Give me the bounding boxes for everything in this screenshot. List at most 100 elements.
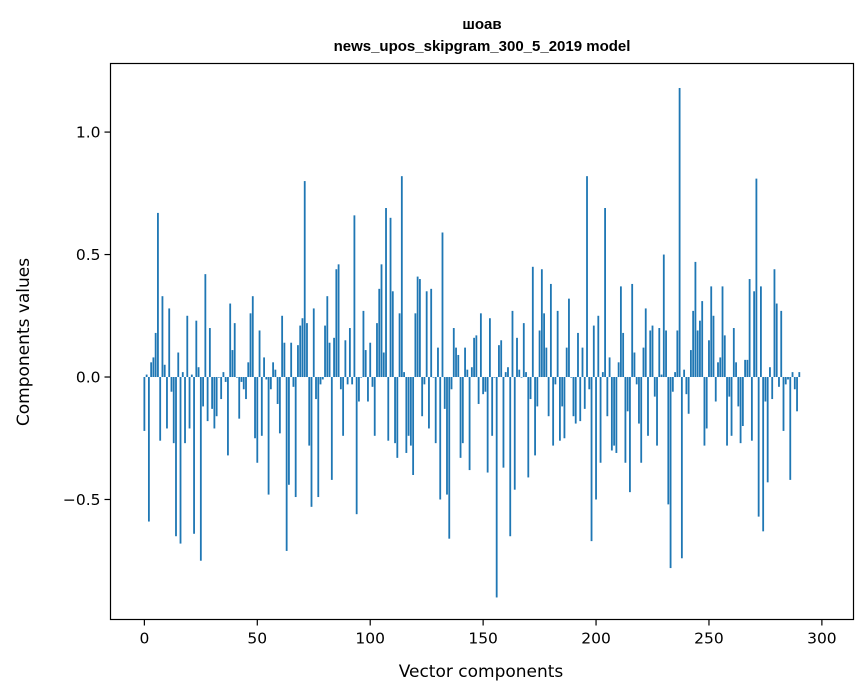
bar <box>606 377 609 417</box>
bar <box>527 377 530 478</box>
bar <box>782 377 785 431</box>
bar <box>145 374 148 378</box>
bar <box>624 377 627 463</box>
bar <box>699 320 701 378</box>
bar <box>321 377 324 380</box>
bar <box>161 296 164 378</box>
bar <box>667 377 670 505</box>
bar <box>536 377 539 407</box>
bar <box>310 377 313 507</box>
bar <box>179 377 182 544</box>
bar <box>184 377 186 444</box>
bar <box>649 330 652 378</box>
bar <box>748 279 751 378</box>
bar <box>577 332 579 378</box>
bar <box>760 286 762 378</box>
bar <box>380 264 383 378</box>
bar <box>276 377 279 404</box>
bar <box>306 323 308 378</box>
bar <box>520 377 523 378</box>
bar <box>218 377 220 378</box>
bar <box>604 208 606 378</box>
bar <box>739 377 742 444</box>
bar <box>583 377 586 409</box>
bar <box>303 181 306 378</box>
bar <box>421 377 424 417</box>
bar <box>660 374 663 378</box>
y-tick-label: −0.5 <box>63 491 101 509</box>
bar <box>294 377 297 498</box>
bar <box>308 377 311 446</box>
bar <box>204 274 207 378</box>
bar <box>771 377 774 400</box>
bar <box>500 340 503 378</box>
y-axis: −0.5 0.0 0.5 1.0 <box>63 124 111 509</box>
x-tick-label: 50 <box>247 630 267 648</box>
bar <box>407 377 410 436</box>
bar <box>635 377 638 385</box>
bar <box>193 377 195 534</box>
bar <box>778 377 780 387</box>
bar <box>608 357 611 378</box>
bar <box>267 377 270 495</box>
bar <box>312 308 315 378</box>
bar <box>150 362 153 378</box>
x-axis-label: Vector components <box>399 662 564 682</box>
bar <box>317 377 320 498</box>
bar <box>479 313 482 378</box>
bar <box>190 374 193 378</box>
bar <box>595 377 597 500</box>
bar <box>714 377 717 402</box>
bar <box>425 291 428 378</box>
bar <box>450 377 453 390</box>
bar <box>726 377 728 446</box>
bar <box>662 254 665 378</box>
bar <box>197 367 200 378</box>
bar <box>504 372 507 378</box>
bar <box>642 347 645 378</box>
bar <box>502 377 505 468</box>
bar <box>324 325 326 378</box>
bar <box>405 377 408 453</box>
bar <box>597 315 600 378</box>
bar <box>288 377 290 485</box>
bar <box>342 377 345 436</box>
bar <box>400 176 403 378</box>
bar <box>409 377 412 446</box>
bar <box>186 315 189 378</box>
bar <box>683 369 686 378</box>
bar <box>570 377 573 378</box>
bar <box>554 377 557 385</box>
bar <box>459 377 462 458</box>
bar <box>233 323 236 378</box>
bar <box>619 286 622 378</box>
bar <box>339 377 342 390</box>
bar <box>769 367 771 378</box>
bar <box>561 377 564 407</box>
bar <box>640 377 643 463</box>
bar <box>385 208 387 378</box>
bar <box>653 377 656 397</box>
bar <box>251 296 254 378</box>
bar <box>780 310 783 378</box>
bar <box>412 377 415 475</box>
bar <box>430 288 433 378</box>
bar <box>242 377 245 390</box>
bar <box>346 377 349 385</box>
bar <box>613 377 616 446</box>
bar <box>610 377 613 451</box>
bar <box>159 377 162 441</box>
bar <box>330 377 333 480</box>
bar <box>556 310 559 378</box>
bar <box>730 377 733 436</box>
bar <box>590 377 593 542</box>
bar <box>547 377 550 417</box>
bar <box>181 372 184 378</box>
bar <box>461 377 464 444</box>
bar <box>152 357 155 378</box>
bar <box>588 377 591 390</box>
bar <box>166 377 168 429</box>
bar <box>674 372 676 378</box>
bar <box>717 362 719 378</box>
bar <box>278 377 281 434</box>
